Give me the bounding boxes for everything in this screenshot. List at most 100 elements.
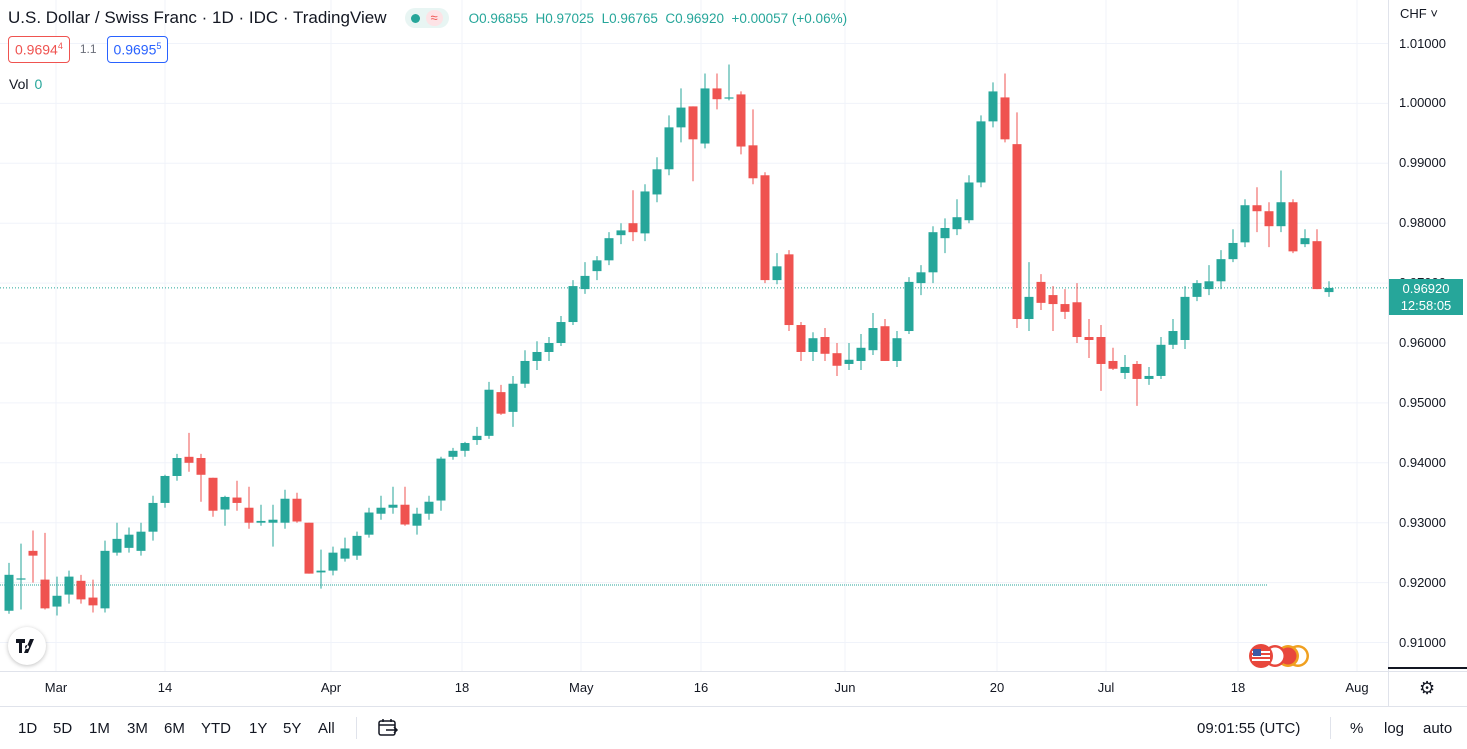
us-ch-flags-icon[interactable] [1248, 643, 1310, 669]
symbol-title[interactable]: U.S. Dollar / Swiss Franc · 1D · IDC · T… [8, 8, 387, 27]
candle [976, 115, 986, 188]
candle [4, 562, 14, 614]
candle [700, 73, 710, 149]
candle-body [340, 548, 350, 559]
timeframe-1d[interactable]: 1D [18, 720, 38, 737]
chart-header: U.S. Dollar / Swiss Franc · 1D · IDC · T… [8, 6, 847, 30]
candle-body [988, 91, 998, 122]
tradingview-logo-icon[interactable] [8, 627, 46, 665]
percent-scale-toggle[interactable]: % [1350, 720, 1364, 737]
candle [676, 88, 686, 143]
chart-grid [0, 0, 1388, 671]
utc-clock[interactable]: 09:01:55 (UTC) [1197, 720, 1301, 737]
x-tick-label: Mar [44, 680, 68, 695]
candle [712, 73, 722, 110]
candle [1024, 262, 1034, 332]
candle [1060, 289, 1070, 320]
candle [784, 250, 794, 332]
candle [1300, 229, 1310, 248]
candle-body [196, 458, 206, 475]
timeframe-all[interactable]: All [318, 720, 335, 737]
candle [1156, 337, 1166, 379]
x-tick-label: 14 [157, 680, 173, 695]
candle [832, 343, 842, 376]
candle-body [280, 498, 290, 523]
candle-body [748, 145, 758, 179]
candle-body [1300, 238, 1310, 245]
candle [1192, 280, 1202, 302]
candle [184, 432, 194, 472]
candle-body [1156, 344, 1166, 376]
candle-body [1240, 205, 1250, 243]
candle [616, 223, 626, 245]
candle [412, 507, 422, 535]
candle [220, 495, 230, 526]
candle [952, 199, 962, 236]
candle-body [136, 531, 146, 551]
candle-body [220, 496, 230, 510]
candle-body [532, 351, 542, 361]
candle-body [856, 347, 866, 361]
candle [1252, 187, 1262, 233]
candle-body [1000, 97, 1010, 140]
candle [604, 232, 614, 266]
candle [964, 175, 974, 224]
candle-body [316, 570, 326, 573]
candle [268, 504, 278, 547]
candle [1240, 199, 1250, 248]
candle-body [652, 169, 662, 195]
log-scale-toggle[interactable]: log [1384, 720, 1405, 737]
currency-selector[interactable]: CHF ˅ [1400, 6, 1438, 21]
candle-body [112, 538, 122, 553]
candle-body [460, 443, 470, 451]
candle [496, 384, 506, 415]
candle [436, 456, 446, 511]
candle-body [1264, 211, 1274, 227]
timeframe-1y[interactable]: 1Y [249, 720, 268, 737]
timeframe-3m[interactable]: 3M [127, 720, 148, 737]
candle [796, 322, 806, 361]
bid-button[interactable]: 0.96944 [8, 36, 70, 63]
ask-button[interactable]: 0.96955 [106, 36, 169, 63]
timeframe-ytd[interactable]: YTD [201, 720, 231, 737]
y-tick-label: 0.98000 [1399, 215, 1446, 231]
x-tick-label: 18 [454, 680, 470, 695]
candle [1264, 202, 1274, 248]
candle [892, 331, 902, 367]
timeframe-5d[interactable]: 5D [53, 720, 73, 737]
market-status-pill[interactable]: ≈ [404, 8, 449, 28]
calendar-range-icon[interactable] [377, 718, 399, 742]
candle-body [808, 338, 818, 352]
gear-icon[interactable]: ⚙ [1419, 678, 1436, 698]
y-tick-label: 1.00000 [1399, 95, 1446, 111]
candle [340, 537, 350, 562]
volume-value: 0 [34, 76, 43, 92]
candle-body [508, 383, 518, 412]
y-tick-label: 1.01000 [1399, 35, 1446, 51]
candle [1000, 73, 1010, 143]
volume-legend[interactable]: Vol 0 [9, 76, 42, 92]
timeframe-1m[interactable]: 1M [89, 720, 110, 737]
candle [844, 343, 854, 370]
candle-body [472, 435, 482, 441]
candle-body [976, 121, 986, 183]
timeframe-5y[interactable]: 5Y [283, 720, 302, 737]
high-label: H [535, 10, 546, 26]
candle-body [424, 501, 434, 514]
candle [376, 495, 386, 520]
timeframe-6m[interactable]: 6M [164, 720, 185, 737]
candle [148, 495, 158, 541]
candle-body [400, 504, 410, 525]
candle [460, 441, 470, 457]
toolbar-separator [1330, 717, 1331, 739]
candle [868, 313, 878, 355]
candle-body [592, 260, 602, 272]
candle [424, 495, 434, 520]
candlestick-chart[interactable] [0, 0, 1467, 706]
candle-body [1168, 331, 1178, 345]
candle [1228, 229, 1238, 263]
high-value: 0.97025 [545, 10, 595, 26]
x-tick-label: Jun [834, 680, 856, 695]
auto-scale-toggle[interactable]: auto [1423, 720, 1453, 737]
candle-body [28, 550, 38, 556]
